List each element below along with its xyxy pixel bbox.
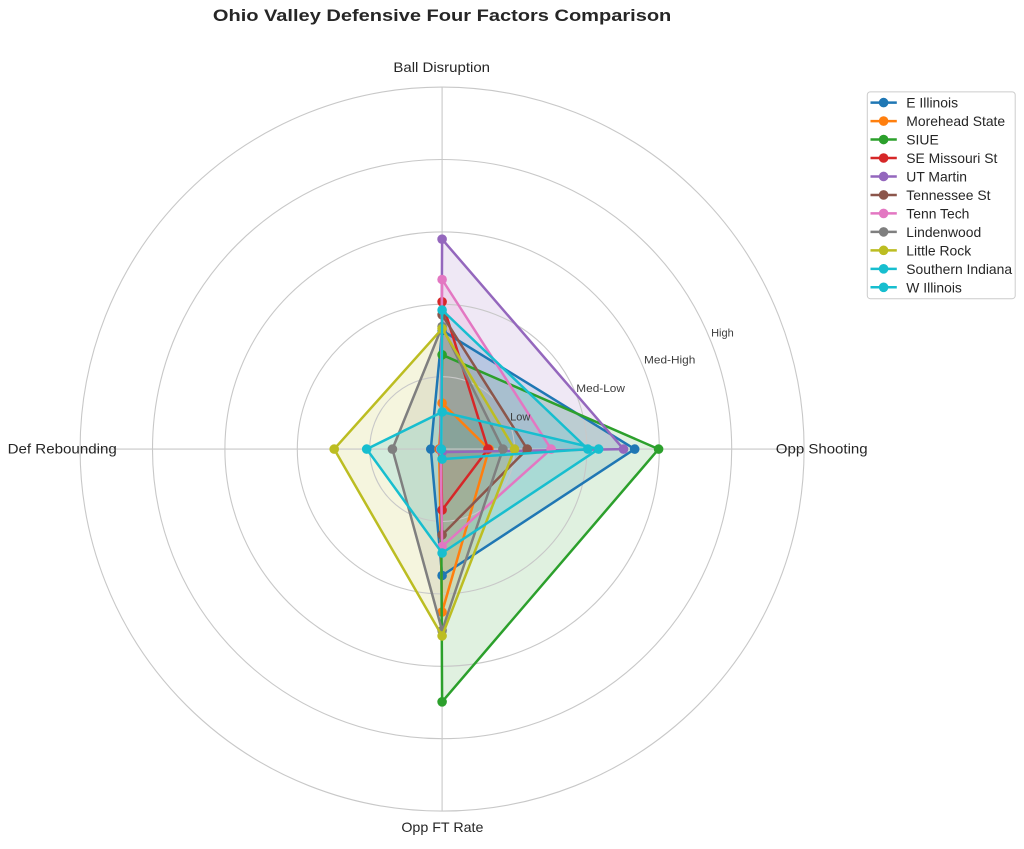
svg-text:Opp Shooting: Opp Shooting xyxy=(776,441,868,457)
svg-text:Med-High: Med-High xyxy=(644,355,695,367)
svg-text:Tenn Tech: Tenn Tech xyxy=(906,205,969,221)
svg-text:Def Rebounding: Def Rebounding xyxy=(8,441,117,457)
svg-text:Opp FT Rate: Opp FT Rate xyxy=(401,819,483,835)
svg-text:Lindenwood: Lindenwood xyxy=(906,224,981,240)
svg-text:Med-Low: Med-Low xyxy=(576,383,625,395)
svg-text:Morehead State: Morehead State xyxy=(906,113,1005,129)
svg-text:Little Rock: Little Rock xyxy=(906,242,971,258)
svg-text:Tennessee St: Tennessee St xyxy=(906,187,990,203)
svg-text:SIUE: SIUE xyxy=(906,132,938,148)
svg-text:Ohio Valley Defensive Four Fac: Ohio Valley Defensive Four Factors Compa… xyxy=(213,6,671,25)
svg-text:E Illinois: E Illinois xyxy=(906,95,958,111)
svg-text:UT Martin: UT Martin xyxy=(906,169,967,185)
svg-text:Low: Low xyxy=(510,411,530,423)
svg-text:W Illinois: W Illinois xyxy=(906,279,962,295)
svg-text:High: High xyxy=(711,327,734,339)
svg-text:Ball Disruption: Ball Disruption xyxy=(393,59,490,75)
svg-text:SE Missouri St: SE Missouri St xyxy=(906,150,997,166)
svg-text:Southern Indiana: Southern Indiana xyxy=(906,261,1012,277)
